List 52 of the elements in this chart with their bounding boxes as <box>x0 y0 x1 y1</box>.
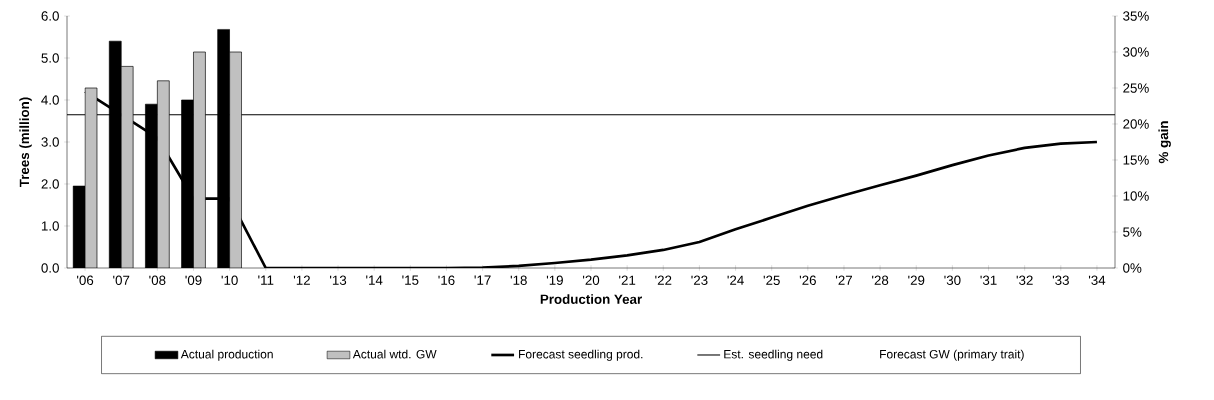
y2-tick-label: 15% <box>1123 155 1149 165</box>
x-tick-label: '28 <box>872 275 889 285</box>
legend-label: Est. seedling need <box>724 349 823 361</box>
x-tick-label: '15 <box>402 275 419 285</box>
y-tick-label: 6.0 <box>41 11 59 21</box>
x-tick-label: '27 <box>835 275 852 285</box>
x-tick-label: '25 <box>763 275 780 285</box>
x-tick-label: '22 <box>655 275 672 285</box>
y-tick-label: 2.0 <box>41 179 59 189</box>
text: Forecast GW (primary trait) <box>880 349 1024 361</box>
x-tick-label: '11 <box>258 275 274 285</box>
x-tick-label: '26 <box>799 275 816 285</box>
x-axis-title: Production Year <box>540 294 642 304</box>
x-tick-label: '23 <box>691 275 708 285</box>
x-tick-label: '06 <box>77 275 94 285</box>
y2-tick-label: 10% <box>1123 191 1149 201</box>
x-tick-label: '17 <box>474 275 491 285</box>
x-tick-label: '24 <box>727 275 744 285</box>
y-tick-label: 1.0 <box>41 221 59 231</box>
legend-label: Forecast seedling prod. <box>519 349 643 361</box>
x-tick-label: '18 <box>510 275 527 285</box>
x-tick-label: '07 <box>113 275 130 285</box>
x-tick-label: '34 <box>1088 275 1106 285</box>
y2-tick-label: 25% <box>1123 83 1149 93</box>
x-tick-label: '32 <box>1016 275 1033 285</box>
x-tick-label: '09 <box>185 275 202 285</box>
x-tick-label: '19 <box>546 275 563 285</box>
y2-tick-label: 5% <box>1123 227 1142 237</box>
x-tick-label: '31 <box>980 275 997 285</box>
legend-label: Actual production <box>180 349 273 361</box>
x-tick-label: '08 <box>149 275 166 285</box>
x-tick-label: '12 <box>293 275 310 285</box>
x-tick-label: '30 <box>944 275 961 285</box>
y-tick-label: 0.0 <box>41 263 59 273</box>
x-tick-label: '16 <box>438 275 455 285</box>
y-axis-title: Trees (million) <box>19 97 32 188</box>
x-tick-label: '13 <box>330 275 347 285</box>
y2-tick-label: 30% <box>1123 47 1149 57</box>
y2-tick-label: 20% <box>1123 119 1149 129</box>
y2-tick-label: 35% <box>1123 11 1149 21</box>
legend-label: Actual wtd. GW <box>352 349 437 359</box>
x-tick-label: '33 <box>1052 275 1069 285</box>
y2-tick-label: 0% <box>1123 263 1142 273</box>
x-tick-label: '14 <box>366 275 383 285</box>
y-tick-label: 5.0 <box>41 53 59 63</box>
y2-axis-title: % gain <box>1158 121 1171 164</box>
x-tick-label: '21 <box>619 275 636 285</box>
y-tick-label: 3.0 <box>41 137 59 147</box>
x-tick-label: '29 <box>908 275 925 285</box>
x-tick-label: '10 <box>221 275 238 285</box>
x-tick-label: '20 <box>582 275 600 285</box>
y-tick-label: 4.0 <box>41 95 59 105</box>
